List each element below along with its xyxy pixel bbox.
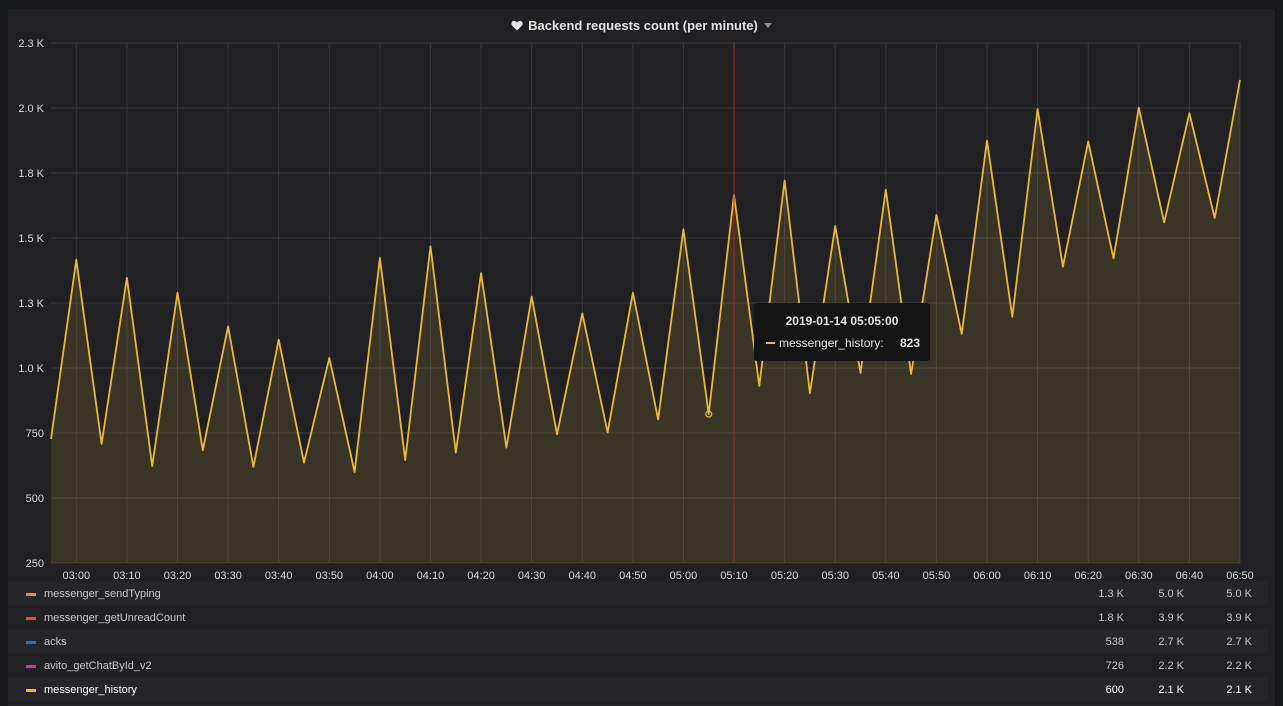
- x-tick-label: 06:50: [1226, 570, 1254, 582]
- legend-current: 2.7 K: [1226, 636, 1252, 648]
- legend-item[interactable]: messenger_sendTyping 1.3 K 5.0 K 5.0 K: [8, 582, 1268, 606]
- legend-min: 726: [1105, 660, 1124, 672]
- legend-max: 2.7 K: [1158, 636, 1184, 648]
- x-tick-label: 06:20: [1074, 570, 1102, 582]
- x-tick-label: 04:00: [366, 570, 394, 582]
- legend-current: 5.0 K: [1226, 588, 1252, 600]
- y-tick-label: 1.3 K: [18, 298, 44, 310]
- tooltip: 2019-01-14 05:05:00 messenger_history: 8…: [754, 303, 930, 361]
- y-tick-label: 250: [26, 558, 44, 570]
- y-tick-label: 2.0 K: [18, 103, 44, 115]
- x-tick-label: 04:50: [619, 570, 647, 582]
- legend-item[interactable]: avito_getChatById_v2 726 2.2 K 2.2 K: [8, 654, 1268, 678]
- tooltip-row: messenger_history: 823: [766, 336, 920, 350]
- legend-max: 5.0 K: [1158, 588, 1184, 600]
- panel-title[interactable]: Backend requests count (per minute): [8, 18, 1275, 34]
- y-tick-label: 750: [26, 428, 44, 440]
- legend-current: 2.2 K: [1226, 660, 1252, 672]
- legend-item[interactable]: acks 538 2.7 K 2.7 K: [8, 630, 1268, 654]
- legend: messenger_sendTyping 1.3 K 5.0 K 5.0 K m…: [8, 582, 1268, 702]
- x-tick-label: 03:00: [63, 570, 91, 582]
- legend-max: 2.2 K: [1158, 660, 1184, 672]
- heart-icon: [511, 19, 523, 34]
- y-tick-label: 500: [26, 493, 44, 505]
- x-tick-label: 06:30: [1125, 570, 1153, 582]
- x-tick-label: 05:30: [821, 570, 849, 582]
- legend-swatch[interactable]: [26, 665, 36, 668]
- legend-series-name[interactable]: messenger_getUnreadCount: [44, 612, 186, 624]
- legend-item[interactable]: messenger_getUnreadCount 1.8 K 3.9 K 3.9…: [8, 606, 1268, 630]
- legend-series-name[interactable]: avito_getChatById_v2: [44, 660, 152, 672]
- chevron-down-icon[interactable]: [763, 23, 772, 28]
- x-tick-label: 04:20: [467, 570, 495, 582]
- tooltip-series-name: messenger_history:: [779, 336, 884, 350]
- x-tick-label: 05:40: [872, 570, 900, 582]
- x-tick-label: 06:40: [1176, 570, 1204, 582]
- x-tick-label: 05:50: [923, 570, 951, 582]
- x-tick-label: 03:10: [113, 570, 141, 582]
- legend-item[interactable]: messenger_history 600 2.1 K 2.1 K: [8, 678, 1268, 702]
- chart-area[interactable]: 250 500 750 1.0 K 1.3 K 1.5 K 1.8 K 2.0 K 2.3 K 0…: [8, 9, 1275, 589]
- x-tick-label: 03:50: [316, 570, 344, 582]
- legend-swatch[interactable]: [26, 641, 36, 644]
- y-tick-label: 1.8 K: [18, 168, 44, 180]
- legend-max: 3.9 K: [1158, 612, 1184, 624]
- x-tick-label: 03:20: [164, 570, 192, 582]
- x-tick-label: 05:10: [720, 570, 748, 582]
- x-tick-label: 06:00: [973, 570, 1001, 582]
- legend-min: 600: [1105, 684, 1124, 696]
- legend-swatch[interactable]: [26, 593, 36, 596]
- tooltip-series-value: 823: [899, 336, 920, 350]
- legend-max: 2.1 K: [1158, 684, 1184, 696]
- legend-series-name[interactable]: messenger_sendTyping: [44, 588, 161, 600]
- legend-current: 2.1 K: [1226, 684, 1252, 696]
- x-tick-label: 04:10: [417, 570, 445, 582]
- series-line: [50, 79, 1241, 473]
- x-tick-label: 05:00: [670, 570, 698, 582]
- legend-min: 538: [1105, 636, 1124, 648]
- series-area: [51, 79, 1240, 564]
- legend-min: 1.3 K: [1098, 588, 1124, 600]
- tooltip-series-swatch: [766, 342, 775, 344]
- legend-swatch[interactable]: [26, 689, 36, 692]
- y-tick-label: 1.5 K: [18, 233, 44, 245]
- panel-title-text: Backend requests count (per minute): [528, 18, 758, 33]
- hover-point: [705, 410, 713, 418]
- x-tick-label: 04:40: [568, 570, 596, 582]
- x-tick-label: 03:30: [214, 570, 242, 582]
- legend-swatch[interactable]: [26, 617, 36, 620]
- legend-series-name[interactable]: acks: [44, 636, 67, 648]
- legend-min: 1.8 K: [1098, 612, 1124, 624]
- y-tick-label: 1.0 K: [18, 363, 44, 375]
- x-tick-label: 04:30: [518, 570, 546, 582]
- y-tick-label: 2.3 K: [18, 38, 44, 50]
- x-tick-label: 05:20: [771, 570, 799, 582]
- x-tick-label: 03:40: [265, 570, 293, 582]
- legend-series-name[interactable]: messenger_history: [44, 684, 137, 696]
- tooltip-time: 2019-01-14 05:05:00: [785, 314, 899, 328]
- legend-current: 3.9 K: [1226, 612, 1252, 624]
- x-tick-label: 06:10: [1024, 570, 1052, 582]
